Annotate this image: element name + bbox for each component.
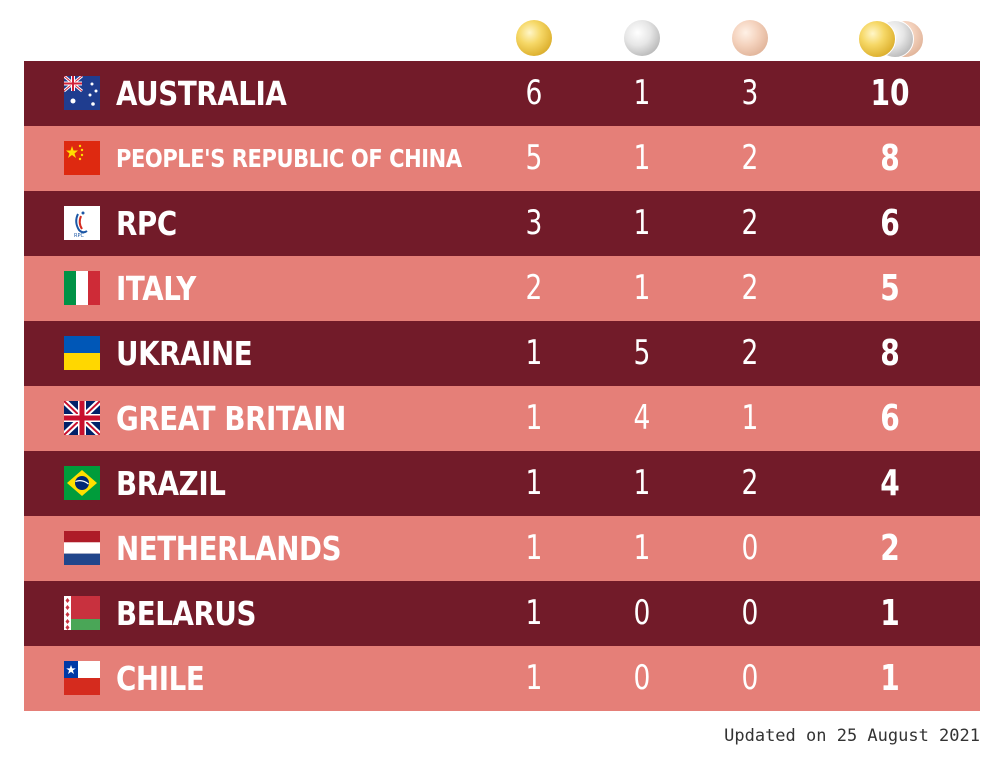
silver-count: 5	[633, 333, 651, 373]
silver-count: 0	[633, 658, 651, 698]
gold-count: 2	[525, 268, 543, 308]
total-medals-icon	[858, 20, 928, 58]
country-name: PEOPLE'S REPUBLIC OF CHINA	[116, 144, 462, 173]
bronze-medal-icon	[732, 20, 768, 56]
table-row: GREAT BRITAIN 1 4 1 6	[24, 386, 980, 451]
china-flag-icon	[64, 141, 100, 175]
netherlands-flag-icon	[64, 531, 100, 565]
country-name: ITALY	[116, 269, 196, 308]
table-row: RPC RPC 3 1 2 6	[24, 191, 980, 256]
bronze-count: 2	[741, 333, 759, 373]
silver-count: 4	[633, 398, 651, 438]
table-row: BRAZIL 1 1 2 4	[24, 451, 980, 516]
gold-count: 1	[525, 463, 543, 503]
bronze-count: 1	[741, 398, 759, 438]
total-count: 1	[880, 658, 900, 699]
gold-count: 1	[525, 658, 543, 698]
country-name: BELARUS	[116, 594, 257, 633]
medal-header	[0, 18, 994, 58]
gold-medal-icon	[516, 20, 552, 56]
silver-count: 1	[633, 463, 651, 503]
total-count: 4	[880, 463, 900, 504]
belarus-flag-icon	[64, 596, 100, 630]
gold-count: 1	[525, 593, 543, 633]
total-count: 8	[880, 333, 900, 374]
table-row: BELARUS 1 0 0 1	[24, 581, 980, 646]
country-name: AUSTRALIA	[116, 74, 287, 113]
italy-flag-icon	[64, 271, 100, 305]
total-count: 2	[880, 528, 900, 569]
country-name: GREAT BRITAIN	[116, 399, 346, 438]
bronze-count: 2	[741, 203, 759, 243]
bronze-count: 2	[741, 463, 759, 503]
silver-count: 0	[633, 593, 651, 633]
country-name: RPC	[116, 204, 177, 243]
silver-count: 1	[633, 528, 651, 568]
total-count: 6	[880, 398, 900, 439]
table-row: AUSTRALIA 6 1 3 10	[24, 61, 980, 126]
chile-flag-icon	[64, 661, 100, 695]
country-name: NETHERLANDS	[116, 529, 342, 568]
gold-count: 6	[525, 73, 543, 113]
gold-count: 5	[525, 138, 543, 178]
brazil-flag-icon	[64, 466, 100, 500]
updated-date: Updated on 25 August 2021	[724, 726, 980, 746]
silver-count: 1	[633, 73, 651, 113]
total-count: 10	[870, 73, 910, 114]
table-row: UKRAINE 1 5 2 8	[24, 321, 980, 386]
total-count: 1	[880, 593, 900, 634]
rpc-flag-icon: RPC	[64, 206, 100, 240]
total-count: 5	[880, 268, 900, 309]
total-count: 8	[880, 138, 900, 179]
silver-count: 1	[633, 138, 651, 178]
bronze-count: 3	[741, 73, 759, 113]
gold-count: 1	[525, 398, 543, 438]
gold-count: 1	[525, 528, 543, 568]
country-name: UKRAINE	[116, 334, 253, 373]
ukraine-flag-icon	[64, 336, 100, 370]
silver-count: 1	[633, 203, 651, 243]
gold-count: 3	[525, 203, 543, 243]
table-row: NETHERLANDS 1 1 0 2	[24, 516, 980, 581]
country-name: BRAZIL	[116, 464, 226, 503]
bronze-count: 0	[741, 593, 759, 633]
australia-flag-icon	[64, 76, 100, 110]
silver-medal-icon	[624, 20, 660, 56]
great-britain-flag-icon	[64, 401, 100, 435]
gold-count: 1	[525, 333, 543, 373]
medal-table: AUSTRALIA 6 1 3 10 PEOPLE'S REPUBLIC OF …	[24, 61, 980, 711]
svg-text:RPC: RPC	[74, 233, 84, 239]
table-row: PEOPLE'S REPUBLIC OF CHINA 5 1 2 8	[24, 126, 980, 191]
bronze-count: 2	[741, 138, 759, 178]
bronze-count: 0	[741, 658, 759, 698]
bronze-count: 2	[741, 268, 759, 308]
table-row: CHILE 1 0 0 1	[24, 646, 980, 711]
total-count: 6	[880, 203, 900, 244]
country-name: CHILE	[116, 659, 205, 698]
bronze-count: 0	[741, 528, 759, 568]
table-row: ITALY 2 1 2 5	[24, 256, 980, 321]
silver-count: 1	[633, 268, 651, 308]
